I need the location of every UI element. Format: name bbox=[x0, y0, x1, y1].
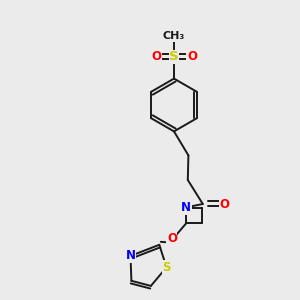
Text: S: S bbox=[162, 261, 171, 274]
Text: S: S bbox=[169, 50, 179, 64]
Text: O: O bbox=[219, 197, 230, 211]
Text: N: N bbox=[181, 201, 191, 214]
Text: O: O bbox=[187, 50, 197, 64]
Text: O: O bbox=[151, 50, 161, 64]
Text: CH₃: CH₃ bbox=[163, 31, 185, 41]
Text: N: N bbox=[125, 249, 136, 262]
Text: O: O bbox=[167, 232, 177, 245]
